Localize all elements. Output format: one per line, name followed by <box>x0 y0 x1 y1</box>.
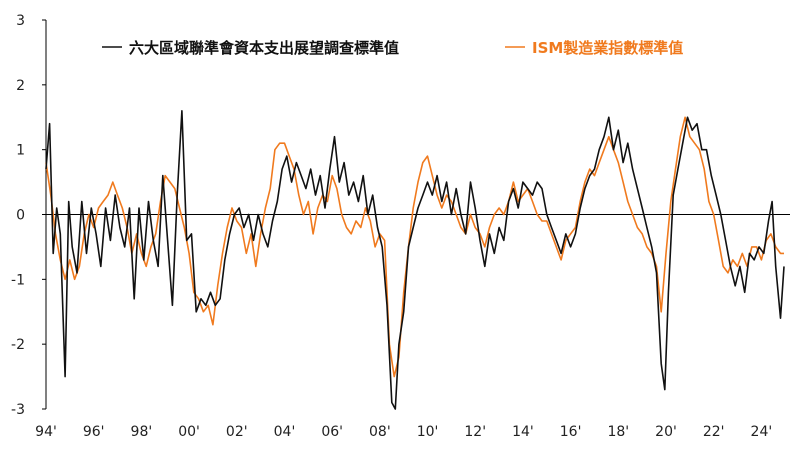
x-tick-label: 10' <box>417 424 439 440</box>
y-tick-label: -1 <box>11 272 25 288</box>
series-line-ism <box>45 116 784 378</box>
legend-label-fed-capex: 六大區域聯準會資本支出展望調查標準值 <box>129 39 399 57</box>
x-tick-label: 14' <box>512 424 534 440</box>
series-lines <box>45 110 785 410</box>
x-tick-label: 04' <box>274 424 296 440</box>
x-tick-label: 16' <box>560 424 582 440</box>
y-tick-label: 0 <box>16 208 25 224</box>
x-tick-label: 94' <box>35 424 57 440</box>
x-tick-label: 12' <box>464 424 486 440</box>
y-tick-labels: 3 2 1 0 -1 -2 -3 <box>11 13 46 418</box>
x-tick-labels: 94' 96' 98' 00' 02' 04' 06' 08' 10' 12' 14' 16' 18' 2… <box>35 424 772 440</box>
x-tick-label: 00' <box>178 424 200 440</box>
x-tick-label: 02' <box>226 424 248 440</box>
x-tick-label: 22' <box>703 424 725 440</box>
y-tick-label: 3 <box>16 13 25 29</box>
y-tick-label: 2 <box>16 78 25 94</box>
x-tick-label: 20' <box>655 424 677 440</box>
x-tick-label: 98' <box>131 424 153 440</box>
y-tick-label: -2 <box>11 337 25 353</box>
legend-label-ism: ISM製造業指數標準值 <box>532 39 683 57</box>
legend-item-fed-capex: 六大區域聯準會資本支出展望調查標準值 <box>102 39 399 57</box>
series-line-fed-capex <box>45 110 785 410</box>
x-tick-label: 06' <box>321 424 343 440</box>
x-tick-label: 18' <box>607 424 629 440</box>
axes <box>45 20 790 409</box>
y-tick-label: 1 <box>16 143 25 159</box>
x-tick-label: 08' <box>369 424 391 440</box>
x-tick-label: 96' <box>83 424 105 440</box>
x-tick-label: 24' <box>751 424 773 440</box>
legend: 六大區域聯準會資本支出展望調查標準值 ISM製造業指數標準值 <box>102 39 683 57</box>
y-tick-label: -3 <box>11 402 25 418</box>
legend-item-ism: ISM製造業指數標準值 <box>505 39 683 57</box>
